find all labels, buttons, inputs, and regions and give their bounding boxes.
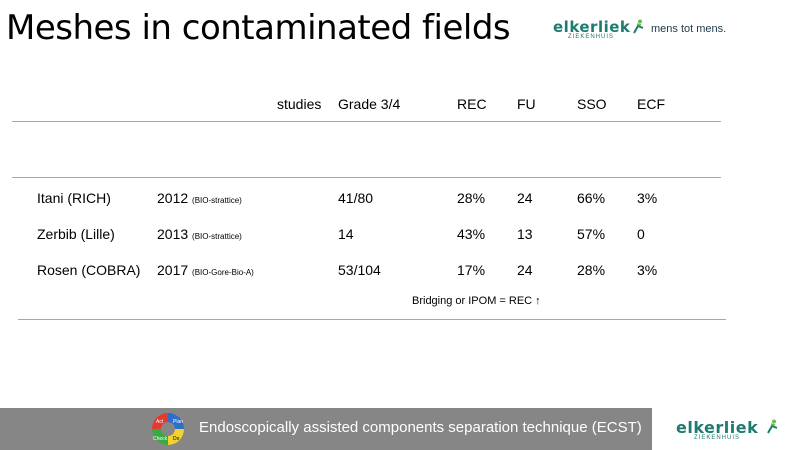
- cell-rec: 17%: [457, 262, 486, 278]
- cycle-label: Do: [173, 436, 180, 442]
- header-ecf: ECF: [637, 96, 665, 112]
- cell-fu: 24: [517, 262, 533, 278]
- cell-ecf: 3%: [637, 190, 658, 206]
- cell-grade: 14: [338, 226, 354, 242]
- logo-figure-icon: [767, 419, 778, 434]
- cell-rec: 43%: [457, 226, 486, 242]
- cell-sso: 66%: [577, 190, 606, 206]
- logo-sub: ZIEKENHUIS: [568, 34, 615, 40]
- table-note: Bridging or IPOM = REC ↑: [412, 295, 541, 307]
- cycle-label: Act: [156, 419, 164, 425]
- footer-text: Endoscopically assisted components separ…: [199, 419, 642, 436]
- footer-bar: Plan Do Check Act Endoscopically assiste…: [0, 408, 652, 450]
- cell-grade: 53/104: [338, 262, 381, 278]
- cell-study: Itani (RICH): [37, 190, 111, 206]
- logo-brand: elkerliek: [553, 18, 631, 36]
- cell-year: 2012 (BIO-strattice): [157, 190, 242, 206]
- cell-grade: 41/80: [338, 190, 374, 206]
- cell-ecf: 3%: [637, 262, 658, 278]
- table-rule-mid: [12, 177, 721, 178]
- header-grade: Grade 3/4: [338, 96, 401, 112]
- cell-ecf: 0: [637, 226, 645, 242]
- cycle-label: Check: [153, 436, 168, 442]
- header-sso: SSO: [577, 96, 607, 112]
- cell-study: Zerbib (Lille): [37, 226, 115, 242]
- header-studies: studies: [277, 96, 322, 112]
- cell-rec: 28%: [457, 190, 486, 206]
- cell-mesh: (BIO-strattice): [192, 196, 242, 205]
- cell-sso: 57%: [577, 226, 606, 242]
- cell-sso: 28%: [577, 262, 606, 278]
- cycle-label: Plan: [173, 419, 183, 425]
- cell-year: 2017 (BIO-Gore-Bio-A): [157, 262, 254, 278]
- header-rec: REC: [457, 96, 487, 112]
- logo-tagline: mens tot mens.: [651, 23, 727, 35]
- logo-figure-icon: [633, 19, 644, 34]
- cell-mesh: (BIO-Gore-Bio-A): [192, 268, 254, 277]
- logo-sub: ZIEKENHUIS: [694, 435, 741, 441]
- cell-year: 2013 (BIO-strattice): [157, 226, 242, 242]
- pdca-cycle-icon: Plan Do Check Act: [152, 413, 184, 445]
- cell-fu: 13: [517, 226, 533, 242]
- header-fu: FU: [517, 96, 536, 112]
- cell-fu: 24: [517, 190, 533, 206]
- table-rule-top: [12, 121, 721, 122]
- cell-study: Rosen (COBRA): [37, 262, 141, 278]
- cell-mesh: (BIO-strattice): [192, 232, 242, 241]
- table-rule-bottom: [18, 319, 726, 320]
- slide-title: Meshes in contaminated fields: [6, 8, 511, 48]
- logo-brand: elkerliek: [676, 418, 759, 437]
